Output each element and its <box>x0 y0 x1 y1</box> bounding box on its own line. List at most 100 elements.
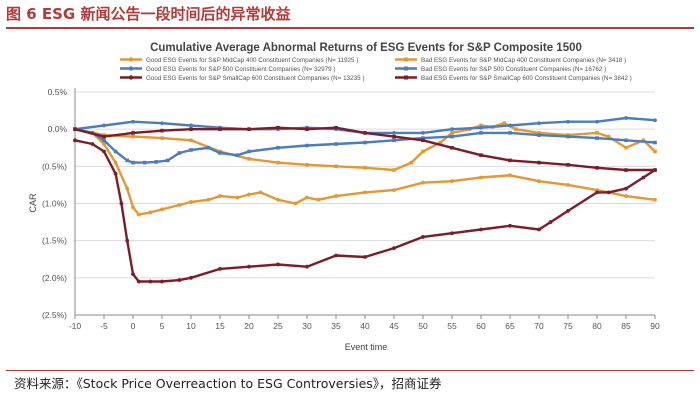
data-point <box>276 145 280 150</box>
data-point <box>160 207 164 212</box>
data-point <box>624 186 628 191</box>
chart-background <box>10 30 690 370</box>
y-axis-label: CAR <box>28 193 38 213</box>
data-point <box>334 253 338 258</box>
x-tick-label: 15 <box>215 321 225 331</box>
data-point <box>641 138 646 143</box>
data-point <box>334 125 338 130</box>
data-point <box>392 188 396 193</box>
y-tick-label: (1.0%) <box>42 199 67 209</box>
data-point <box>218 194 222 198</box>
chart-title: Cumulative Average Abnormal Returns of E… <box>150 42 582 54</box>
data-point <box>177 203 182 207</box>
data-point <box>131 134 135 139</box>
data-point <box>537 227 541 232</box>
data-point <box>537 179 541 184</box>
x-tick-label: 70 <box>534 321 544 331</box>
x-tick-label: 90 <box>650 321 660 331</box>
data-point <box>136 279 141 284</box>
data-point <box>508 173 512 178</box>
data-point <box>276 160 280 165</box>
data-point <box>653 197 657 202</box>
data-point <box>566 119 570 124</box>
data-point <box>653 168 657 172</box>
data-point <box>479 125 483 130</box>
data-point <box>537 160 541 165</box>
data-point <box>537 131 541 135</box>
data-point <box>189 148 193 152</box>
data-point <box>247 127 251 131</box>
data-point <box>595 190 599 195</box>
data-point <box>235 153 240 157</box>
data-point <box>258 190 263 195</box>
legend-marker <box>404 75 408 80</box>
x-tick-label: -10 <box>69 321 82 331</box>
data-point <box>409 160 414 165</box>
data-point <box>160 128 164 133</box>
data-point <box>125 186 130 191</box>
data-point <box>392 130 396 135</box>
data-point <box>624 145 628 150</box>
data-point <box>508 123 512 128</box>
data-point <box>537 121 541 126</box>
y-tick-label: (2.0%) <box>42 273 67 283</box>
data-point <box>142 160 147 165</box>
data-point <box>450 145 454 150</box>
x-tick-label: 60 <box>476 321 486 331</box>
legend-marker <box>404 57 408 62</box>
x-tick-label: 50 <box>418 321 428 331</box>
x-tick-label: 65 <box>505 321 515 331</box>
axes: 0.5% 0.0% (0.5%) (1.0%) (1.5%) (2.0%) (2.5%)-1… <box>42 87 660 331</box>
data-point <box>206 145 211 150</box>
data-point <box>421 138 425 143</box>
source-note: 资料来源：《Stock Price Overreaction to ESG Co… <box>14 376 442 391</box>
legend-label: Bad ESG Events for S&P MidCap 400 Consti… <box>421 57 626 64</box>
source-divider <box>6 370 694 371</box>
data-point <box>247 192 251 197</box>
data-point <box>479 153 483 157</box>
data-point <box>119 201 124 206</box>
data-point <box>548 220 553 224</box>
data-point <box>595 119 599 124</box>
data-point <box>189 200 193 204</box>
data-point <box>305 195 309 200</box>
data-point <box>421 180 425 185</box>
data-point <box>334 142 338 146</box>
data-point <box>148 210 153 215</box>
data-point <box>305 127 309 131</box>
data-point <box>102 123 106 128</box>
data-point <box>450 127 454 132</box>
legend-label: Good ESG Events for S&P 500 Constituent … <box>146 66 335 73</box>
data-point <box>73 127 77 131</box>
data-point <box>479 227 483 232</box>
data-point <box>276 262 280 267</box>
data-point <box>189 275 193 280</box>
data-point <box>113 160 118 165</box>
data-point <box>566 134 570 139</box>
data-point <box>102 142 106 146</box>
data-point <box>421 130 425 135</box>
legend-label: Good ESG Events for S&P SmallCap 600 Con… <box>146 75 364 82</box>
data-point <box>305 143 309 148</box>
data-point <box>177 151 182 155</box>
data-point <box>131 160 135 165</box>
data-point <box>595 131 599 135</box>
data-point <box>624 116 628 120</box>
data-point <box>305 264 309 269</box>
series-group <box>73 125 657 172</box>
data-point <box>131 119 135 124</box>
data-point <box>606 190 611 195</box>
data-point <box>189 127 193 131</box>
y-tick-label: 0.0% <box>48 124 68 134</box>
data-point <box>102 149 106 154</box>
x-tick-label: -5 <box>100 321 108 331</box>
data-point <box>450 134 454 139</box>
data-point <box>479 131 483 135</box>
data-point <box>363 190 367 195</box>
data-point <box>276 197 280 202</box>
x-tick-label: 30 <box>302 321 312 331</box>
data-point <box>421 136 425 140</box>
data-point <box>606 134 611 139</box>
legend-label: Bad ESG Events for S&P SmallCap 600 Cons… <box>421 75 632 82</box>
data-point <box>595 136 599 140</box>
